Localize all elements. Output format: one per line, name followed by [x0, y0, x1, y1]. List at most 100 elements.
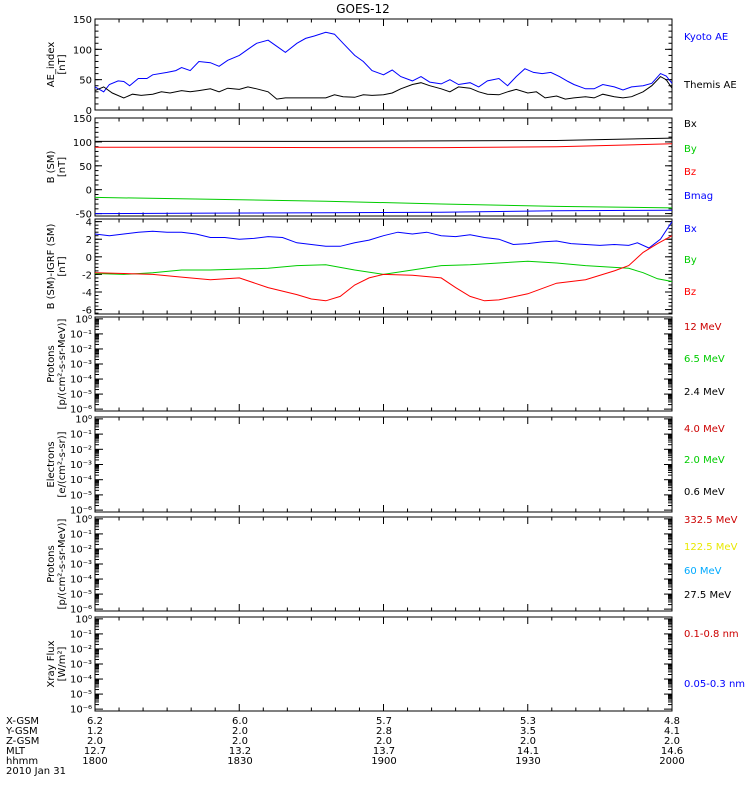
- x-tick-label: 13.2: [229, 746, 251, 757]
- y-tick-label: 10⁻⁵: [70, 390, 92, 401]
- x-tick-label: 2.0: [664, 736, 680, 747]
- legend-entry: Bz: [684, 287, 696, 298]
- y-axis-unit: [e/(cm²-s-sr)]: [57, 431, 68, 497]
- x-tick-label: 13.7: [373, 746, 395, 757]
- legend-entry: 0.1-0.8 nm: [684, 629, 739, 640]
- y-tick-label: 2: [86, 235, 92, 246]
- x-row-label: MLT: [6, 746, 26, 757]
- panel-frame: [94, 316, 673, 412]
- panel-2: -50 0 50 100 150 B (SM) [nT] Bx By Bz Bmag: [46, 114, 713, 221]
- legend-entry: Bx: [684, 119, 697, 130]
- y-tick-label: 100: [73, 138, 92, 149]
- x-tick-label: 2.0: [232, 736, 248, 747]
- y-tick-label: 0: [86, 253, 92, 264]
- legend-entry: Bx: [684, 224, 697, 235]
- y-tick-label: -6: [82, 306, 92, 317]
- panel-frame: [94, 218, 673, 315]
- legend-entry: Themis AE: [683, 80, 737, 91]
- series-line: [94, 209, 673, 215]
- y-tick-label: 10⁰: [75, 414, 92, 425]
- y-tick-label: 10⁻¹: [70, 329, 92, 340]
- x-tick-label: 6.0: [232, 716, 248, 727]
- x-tick-label: 1900: [371, 756, 396, 767]
- y-tick-label: 150: [73, 15, 92, 26]
- legend-entry: Kyoto AE: [684, 32, 728, 43]
- x-tick-label: 2.0: [376, 736, 392, 747]
- y-tick-label: 10⁻³: [70, 660, 92, 671]
- y-axis-label: Xray Flux: [46, 640, 57, 687]
- series-line: [94, 260, 673, 282]
- legend-entry: 122.5 MeV: [684, 542, 738, 553]
- panel-4: 10⁻⁶ 10⁻⁵ 10⁻⁴ 10⁻³ 10⁻² 10⁻¹ 10⁰ Protons [p/(cm…: [46, 314, 725, 415]
- x-tick-label: 4.8: [664, 716, 680, 727]
- y-tick-label: -4: [82, 288, 92, 299]
- y-axis-label: Protons: [46, 545, 57, 582]
- y-tick-label: 0: [86, 106, 92, 117]
- y-tick-label: 10⁻⁶: [70, 506, 92, 517]
- y-axis-unit: [p/(cm²-s-sr-MeV)]: [57, 318, 68, 409]
- y-axis-unit: [nT]: [57, 54, 68, 74]
- x-tick-label: 5.7: [376, 716, 392, 727]
- panel-1: 0 50 100 150 AE_index [nT] Kyoto AE Themis AE: [46, 15, 737, 117]
- y-tick-label: 10⁰: [75, 514, 92, 525]
- x-row-label: Z-GSM: [6, 736, 39, 747]
- y-tick-label: 10⁻³: [70, 560, 92, 571]
- x-tick-label: 4.1: [664, 726, 680, 737]
- x-tick-label: 12.7: [84, 746, 106, 757]
- y-tick-label: 10⁻⁴: [70, 475, 92, 486]
- y-tick-label: 10⁻⁵: [70, 690, 92, 701]
- y-tick-label: 10⁻⁵: [70, 590, 92, 601]
- series-line: [94, 235, 673, 302]
- y-tick-label: 10⁻²: [70, 344, 92, 355]
- x-tick-label: 2.0: [520, 736, 536, 747]
- series-line: [94, 221, 673, 249]
- y-tick-label: 10⁻²: [70, 644, 92, 655]
- panel-frame: [94, 117, 673, 217]
- legend-entry: 60 MeV: [684, 566, 722, 577]
- y-tick-label: 10⁰: [75, 314, 92, 325]
- y-axis-unit: [nT]: [57, 256, 68, 276]
- legend-entry: 0.05-0.3 nm: [684, 679, 745, 690]
- legend-entry: By: [684, 255, 697, 266]
- panel-frame: [94, 416, 673, 513]
- x-tick-label: 14.1: [517, 746, 539, 757]
- legend-entry: 0.6 MeV: [684, 487, 725, 498]
- y-axis-unit: [p/(cm²-s-sr-MeV)]: [57, 518, 68, 609]
- y-tick-label: 10⁻⁶: [70, 405, 92, 416]
- series-line: [95, 137, 673, 142]
- x-row-label: hhmm: [6, 756, 38, 767]
- y-tick-label: 10⁻²: [70, 544, 92, 555]
- legend-entry: 332.5 MeV: [684, 515, 738, 526]
- y-tick-label: 10⁻¹: [70, 430, 92, 441]
- y-axis-label: Protons: [46, 345, 57, 382]
- y-tick-label: 100: [73, 45, 92, 56]
- y-tick-label: 10⁻²: [70, 445, 92, 456]
- y-tick-label: -50: [76, 210, 92, 221]
- x-tick-label: 1.2: [87, 726, 103, 737]
- x-tick-label: 5.3: [520, 716, 536, 727]
- x-tick-label: 3.5: [520, 726, 536, 737]
- y-tick-label: 10⁻⁴: [70, 375, 92, 386]
- y-axis-label: B (SM): [46, 150, 57, 183]
- series-line: [94, 75, 673, 100]
- panel-frame: [94, 616, 673, 712]
- y-tick-label: 10⁻¹: [70, 629, 92, 640]
- y-tick-label: 10⁻⁵: [70, 490, 92, 501]
- y-axis-label: AE_index: [46, 42, 57, 88]
- panel-frame: [94, 516, 673, 612]
- x-tick-label: 2.0: [232, 726, 248, 737]
- legend-entry: 27.5 MeV: [684, 590, 731, 601]
- y-axis-unit: [nT]: [57, 157, 68, 177]
- y-tick-label: 10⁻⁴: [70, 575, 92, 586]
- y-tick-label: 50: [79, 162, 92, 173]
- legend-entry: 2.0 MeV: [684, 455, 725, 466]
- y-tick-label: 4: [86, 218, 92, 229]
- legend-entry: Bmag: [684, 191, 713, 202]
- x-tick-label: 1800: [82, 756, 107, 767]
- y-tick-label: 10⁻⁶: [70, 705, 92, 716]
- y-tick-label: 50: [79, 76, 92, 87]
- x-row-label: Y-GSM: [5, 726, 38, 737]
- series-line: [95, 143, 673, 149]
